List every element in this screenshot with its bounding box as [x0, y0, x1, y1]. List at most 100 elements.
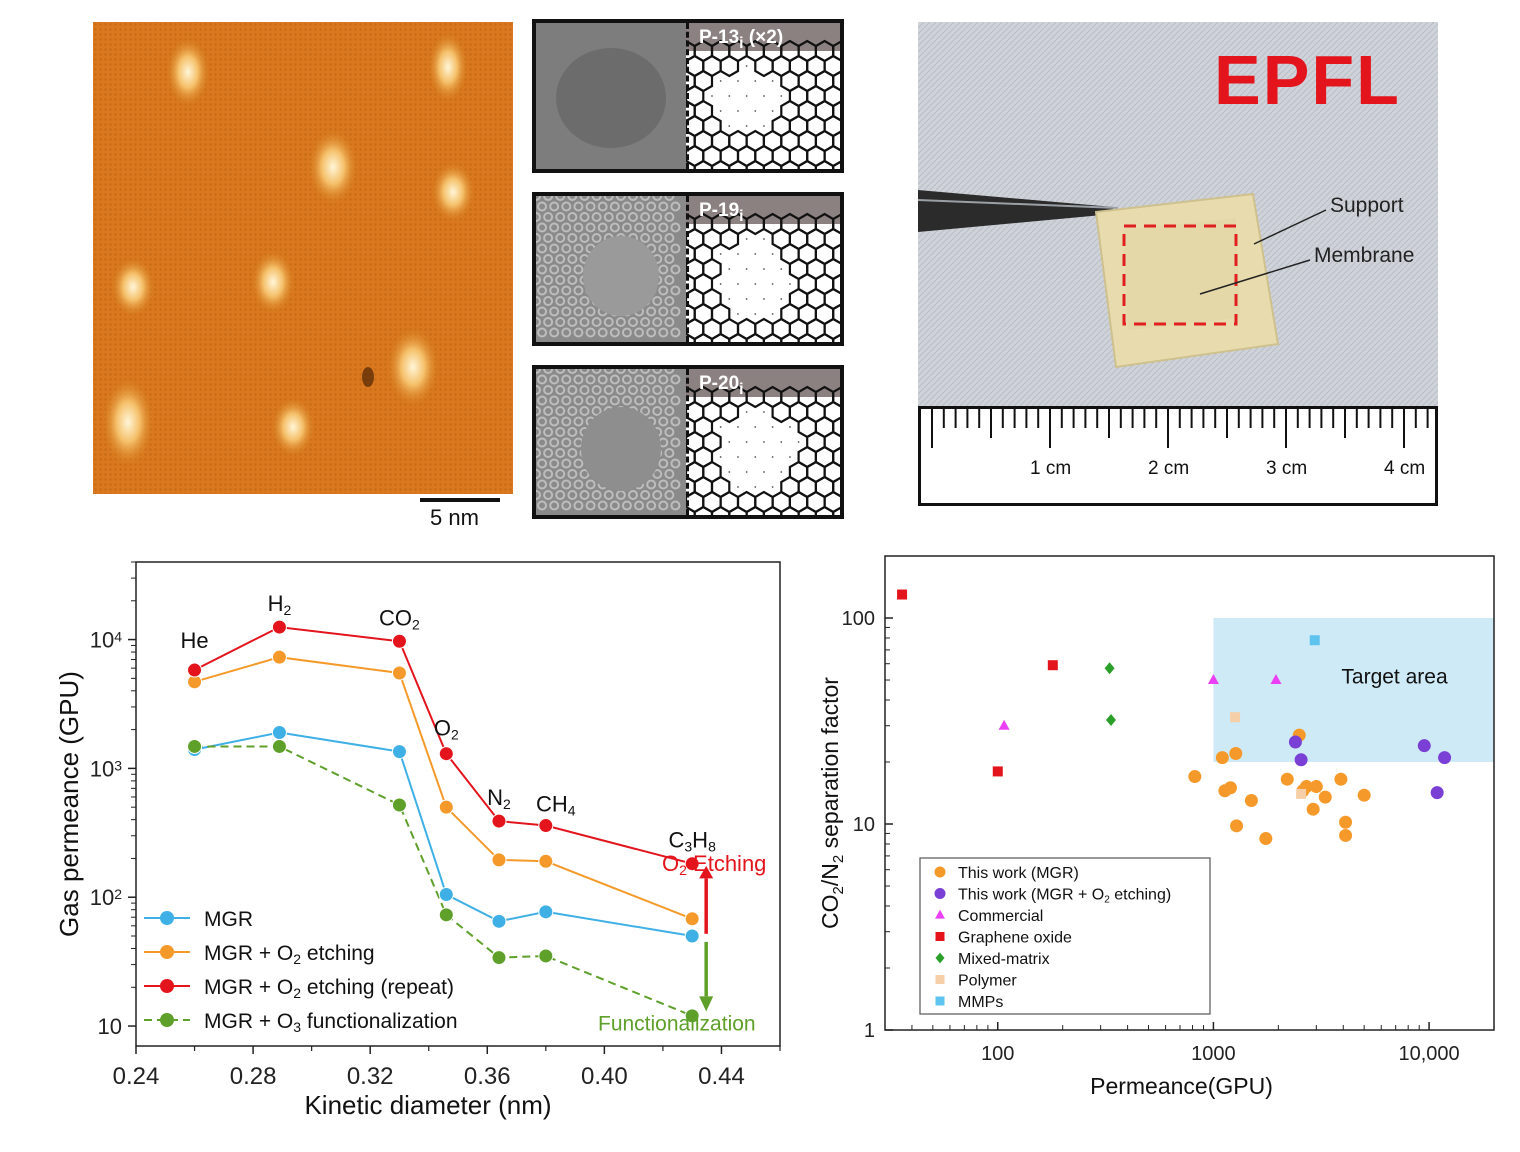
x-tick-label: 0.44	[698, 1063, 745, 1090]
data-point	[1207, 674, 1219, 685]
data-point	[391, 744, 407, 760]
legend-marker	[934, 888, 946, 899]
data-point	[1309, 780, 1323, 794]
legend-label: MMPs	[958, 994, 1003, 1011]
data-point	[1296, 788, 1307, 799]
y-tick-label: 1	[864, 1020, 875, 1042]
y-tick-label: 102	[90, 885, 122, 910]
data-point	[1288, 735, 1302, 749]
ruler-label: 1 cm	[1030, 458, 1071, 479]
data-point	[1357, 788, 1371, 802]
data-point	[897, 589, 908, 600]
tem-image	[536, 196, 686, 342]
legend-label: MGR + O2 etching	[204, 942, 375, 967]
y-axis-label: CO2/N2 separation factor	[817, 677, 847, 929]
gas-label: C3H8	[668, 828, 716, 855]
data-point	[271, 649, 287, 665]
y-tick-label: 104	[90, 628, 122, 653]
ruler-label: 2 cm	[1148, 458, 1189, 479]
data-point	[992, 766, 1003, 777]
legend-marker	[935, 975, 945, 984]
data-point	[684, 856, 700, 872]
data-point	[1270, 674, 1282, 685]
data-point	[391, 633, 407, 649]
tem-image	[536, 23, 686, 169]
legend-marker	[160, 911, 174, 925]
data-point	[1223, 781, 1237, 795]
data-point	[538, 853, 554, 869]
data-point	[1339, 828, 1353, 842]
legend-marker	[935, 952, 945, 964]
legend-label: This work (MGR + O2 etching)	[958, 887, 1171, 906]
x-axis-label: Permeance(GPU)	[1090, 1073, 1273, 1099]
x-tick-label: 10,000	[1398, 1043, 1459, 1065]
data-point	[1334, 772, 1348, 786]
data-point	[438, 907, 454, 923]
etching-arrowhead	[699, 865, 714, 879]
gas-label: O2	[434, 716, 459, 743]
pore-panel-p19: P-19i	[532, 192, 844, 346]
data-point	[1244, 794, 1258, 808]
legend-marker	[935, 996, 945, 1006]
stm-image	[93, 22, 513, 494]
data-point	[391, 665, 407, 681]
data-point	[187, 738, 203, 754]
pore-label: P-13i (×2)	[699, 27, 784, 52]
data-point	[538, 948, 554, 964]
x-axis-label: Kinetic diameter (nm)	[304, 1090, 551, 1120]
gas-label: CO2	[379, 605, 420, 632]
data-point	[438, 886, 454, 902]
gas-permeance-chart: 0.24 0.28 0.32 0.36 0.40 0.44 10 102 103 104 Kinet…	[54, 561, 781, 1120]
x-tick-label: 0.40	[581, 1063, 628, 1090]
pore-divider	[686, 196, 689, 342]
ruler-label: 4 cm	[1384, 458, 1425, 479]
legend-label: MGR + O2 etching (repeat)	[204, 976, 454, 1001]
legend-label: Graphene oxide	[958, 930, 1072, 947]
pore-lattice-diagram	[686, 23, 840, 169]
gas-label: CH4	[536, 792, 576, 819]
legend-marker	[160, 1013, 174, 1027]
membrane-label: Membrane	[1314, 244, 1414, 267]
legend-marker	[935, 932, 945, 941]
data-point	[1230, 712, 1241, 723]
legend-label: MGR	[204, 908, 253, 931]
legend-marker	[160, 945, 174, 959]
data-point	[391, 797, 407, 813]
gas-label: N2	[487, 785, 511, 812]
x-tick-label: 0.32	[347, 1063, 394, 1090]
data-point	[1230, 819, 1244, 833]
pore-divider	[686, 369, 689, 515]
legend-box	[919, 857, 1211, 1015]
data-point	[1280, 772, 1294, 786]
x-tick-label: 0.24	[113, 1063, 160, 1090]
data-point	[1318, 790, 1332, 804]
gas-label: He	[180, 628, 208, 653]
legend-label: Commercial	[958, 908, 1043, 925]
legend-label: This work (MGR)	[958, 865, 1079, 882]
y-tick-label: 10	[98, 1014, 122, 1039]
data-point	[491, 813, 507, 829]
pore-lattice-diagram	[686, 196, 840, 342]
data-point	[1047, 660, 1058, 671]
y-tick-label: 100	[842, 608, 875, 630]
epfl-logo: EPFL	[1214, 41, 1401, 119]
pore-panel-p13: P-13i (×2)	[532, 19, 844, 173]
gas-label: H2	[268, 591, 292, 618]
data-point	[1309, 635, 1320, 646]
data-point	[684, 928, 700, 944]
functionalization-arrowhead	[699, 996, 714, 1012]
data-point	[1188, 770, 1202, 784]
x-tick-label: 100	[981, 1043, 1014, 1065]
ruler-label: 3 cm	[1266, 458, 1307, 479]
legend-label: Mixed-matrix	[958, 951, 1050, 968]
pore-panel-p20: P-20i	[532, 365, 844, 519]
legend-label: Polymer	[958, 973, 1017, 990]
data-point	[1259, 832, 1273, 846]
data-point	[1339, 815, 1353, 829]
x-tick-label: 0.28	[230, 1063, 277, 1090]
series-line	[194, 626, 693, 865]
data-point	[1229, 746, 1243, 760]
data-point	[438, 746, 454, 762]
y-axis-label: Gas permeance (GPU)	[54, 671, 84, 937]
pore-lattice-diagram	[686, 369, 840, 515]
